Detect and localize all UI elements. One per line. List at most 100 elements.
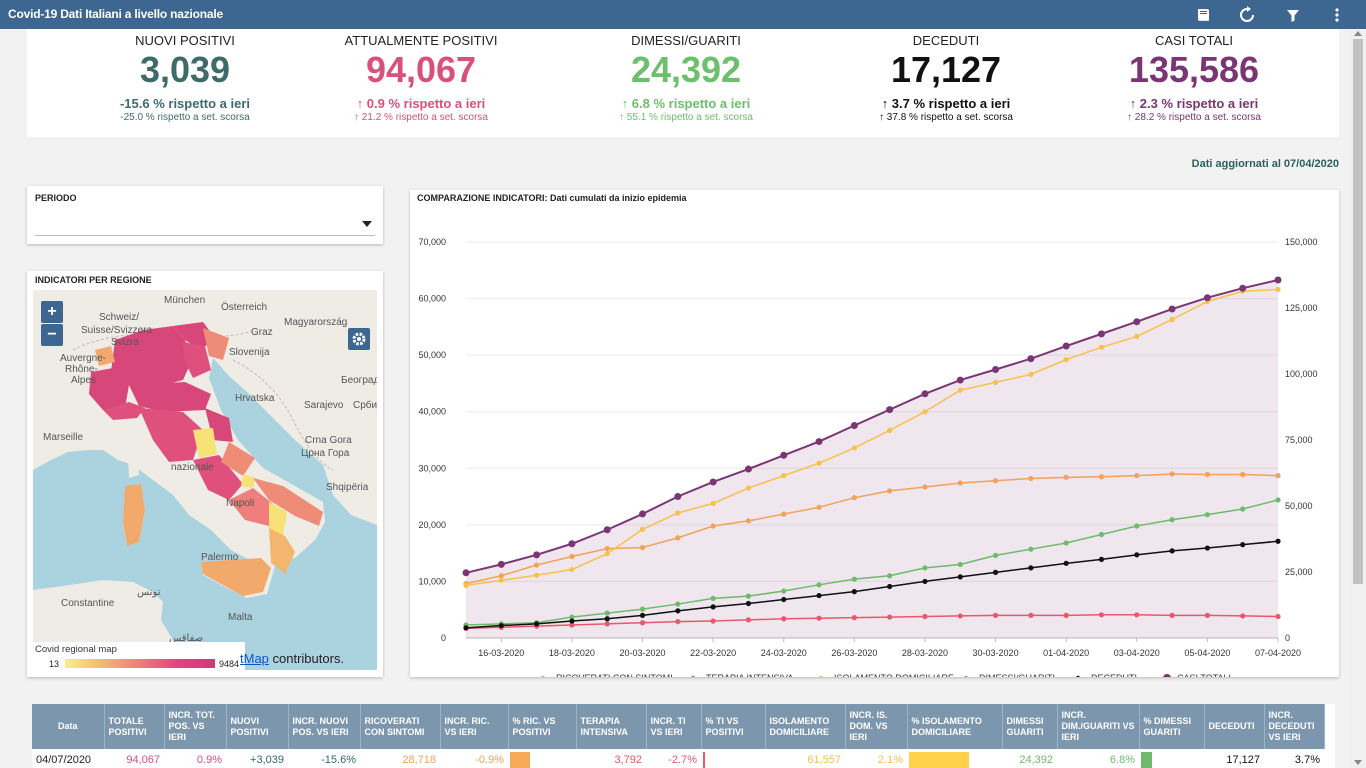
- data-point: [463, 625, 469, 631]
- table-header-cell[interactable]: % ISOLAMENTO DOMICILIARE: [907, 704, 1003, 749]
- data-point: [710, 618, 716, 624]
- data-point: [1275, 473, 1281, 479]
- data-point: [1134, 612, 1140, 618]
- y-right-tick-label: 75,000: [1285, 435, 1313, 445]
- map-place-label: Napoli: [226, 498, 255, 509]
- data-point: [957, 387, 963, 393]
- y-left-tick-label: 40,000: [418, 407, 446, 417]
- table-header-cell[interactable]: INCR. DECEDUTI VS IERI: [1264, 704, 1325, 749]
- x-tick-label: 07-04-2020: [1255, 648, 1301, 658]
- table-header-cell[interactable]: TERAPIA INTENSIVA: [576, 704, 647, 749]
- data-point: [745, 617, 752, 623]
- kpi-value: 135,586: [1128, 49, 1260, 90]
- table-header-cell[interactable]: INCR. TI VS IERI: [646, 704, 702, 749]
- legend-marker-dot: [541, 675, 545, 677]
- data-point: [957, 613, 963, 619]
- scroll-up-icon[interactable]: [1354, 31, 1362, 36]
- last-updated-label: Dati aggiornati al 07/04/2020: [1191, 158, 1339, 170]
- region-lazio: [193, 455, 243, 500]
- table-cell: -15.6%: [288, 749, 360, 768]
- zoom-out-button[interactable]: −: [41, 324, 63, 346]
- data-point: [569, 622, 575, 628]
- table-header-cell[interactable]: % RIC. VS POSITIVI: [508, 704, 577, 749]
- table-header-cell[interactable]: INCR. IS. DOM. VS IERI: [845, 704, 908, 749]
- chart-title: COMPARAZIONE INDICATORI: Dati cumulati d…: [417, 193, 687, 203]
- table-header-cell[interactable]: TOTALE POSITIVI: [104, 704, 165, 749]
- map-legend: Covid regional map 13 9484: [33, 642, 245, 670]
- data-point: [675, 535, 681, 541]
- data-point: [639, 526, 646, 532]
- table-header-cell[interactable]: ISOLAMENTO DOMICILIARE: [765, 704, 846, 749]
- scrollbar-thumb[interactable]: [1353, 39, 1363, 584]
- table-cell: 04/07/2020: [32, 749, 104, 768]
- data-point: [1134, 333, 1140, 340]
- period-card: PERIODO: [27, 186, 383, 244]
- table-header-cell[interactable]: INCR. TOT. POS. VS IERI: [164, 704, 227, 749]
- data-point: [816, 582, 822, 588]
- zoom-in-button[interactable]: +: [41, 301, 63, 323]
- vertical-scrollbar[interactable]: [1350, 29, 1366, 768]
- kpi-delta-day: -15.6 % rispetto a ieri: [119, 96, 251, 111]
- y-left-tick-label: 20,000: [418, 520, 446, 530]
- table-cell: -0.9%: [440, 749, 508, 768]
- data-point: [569, 566, 575, 573]
- table-header-cell[interactable]: % DIMESSI GUARITI: [1139, 704, 1205, 749]
- region-map[interactable]: München Österreich Schweiz/Magyarország Sui…: [33, 290, 377, 670]
- data-point: [1133, 318, 1141, 326]
- data-point: [1275, 538, 1281, 544]
- table-header-cell[interactable]: % TI VS POSITIVI: [701, 704, 766, 749]
- cell-value: 24,392: [1019, 754, 1053, 766]
- data-point: [1098, 612, 1105, 618]
- map-attribution: tMap contributors.: [240, 651, 344, 666]
- table-header-cell[interactable]: INCR. DIM./GUARITI VS IERI: [1057, 704, 1140, 749]
- data-point: [992, 366, 1000, 374]
- table-header-cell[interactable]: INCR. NUOVI POS. VS IERI: [288, 704, 361, 749]
- more-vertical-icon[interactable]: [1326, 4, 1348, 26]
- period-dropdown[interactable]: [35, 214, 375, 236]
- data-point: [956, 376, 964, 384]
- data-point: [1063, 474, 1069, 480]
- table-header-cell[interactable]: Data: [32, 704, 105, 749]
- table-row[interactable]: 04/07/2020 94,067 0.9% +3,039 -15.6% 28,718 -0…: [32, 749, 1324, 768]
- cell-value: 3.7%: [1294, 754, 1320, 766]
- data-point: [1134, 523, 1140, 529]
- filter-icon[interactable]: [1282, 4, 1304, 26]
- map-place-label: Shqipëria: [326, 482, 369, 493]
- table-header-cell[interactable]: INCR. RIC. VS IERI: [440, 704, 509, 749]
- legend-gradient: [65, 659, 215, 668]
- data-table: Data TOTALE POSITIVI INCR. TOT. POS. VS IE…: [32, 704, 1325, 768]
- x-tick-label: 28-03-2020: [902, 648, 948, 658]
- kpi-delta-day: ↑ 3.7 % rispetto a ieri: [881, 96, 1011, 111]
- table-header-cell[interactable]: RICOVERATI CON SINTOMI: [360, 704, 441, 749]
- y-left-tick-label: 10,000: [418, 576, 446, 586]
- cell-value: 04/07/2020: [36, 754, 92, 766]
- data-point: [1063, 357, 1069, 363]
- scroll-down-icon[interactable]: [1354, 760, 1362, 765]
- book-icon[interactable]: [1192, 4, 1214, 26]
- data-point: [498, 573, 504, 579]
- data-point: [534, 562, 540, 568]
- gear-icon[interactable]: [348, 328, 370, 350]
- map-place-label: Hrvatska: [235, 393, 275, 404]
- data-point: [922, 409, 928, 415]
- data-point: [922, 565, 928, 571]
- attribution-link[interactable]: tMap: [240, 651, 269, 666]
- refresh-icon[interactable]: [1236, 4, 1258, 26]
- legend-marker-dot: [691, 675, 695, 677]
- data-point: [816, 592, 822, 599]
- table-header-cell[interactable]: DECEDUTI: [1204, 704, 1265, 749]
- table-cell: [508, 749, 576, 768]
- map-place-label: Crna Gora: [305, 435, 352, 446]
- y-right-tick-label: 50,000: [1285, 501, 1313, 511]
- table-header-cell[interactable]: DIMESSI GUARITI: [1002, 704, 1058, 749]
- x-tick-label: 30-03-2020: [973, 648, 1019, 658]
- data-point: [1168, 305, 1176, 313]
- data-point: [569, 614, 575, 620]
- corsica: [128, 450, 139, 478]
- data-point: [781, 588, 787, 594]
- map-place-label: Malta: [228, 612, 253, 623]
- region-toscana: [139, 408, 203, 462]
- region-aosta: [95, 346, 115, 366]
- data-point: [815, 438, 823, 446]
- table-header-cell[interactable]: NUOVI POSITIVI: [226, 704, 289, 749]
